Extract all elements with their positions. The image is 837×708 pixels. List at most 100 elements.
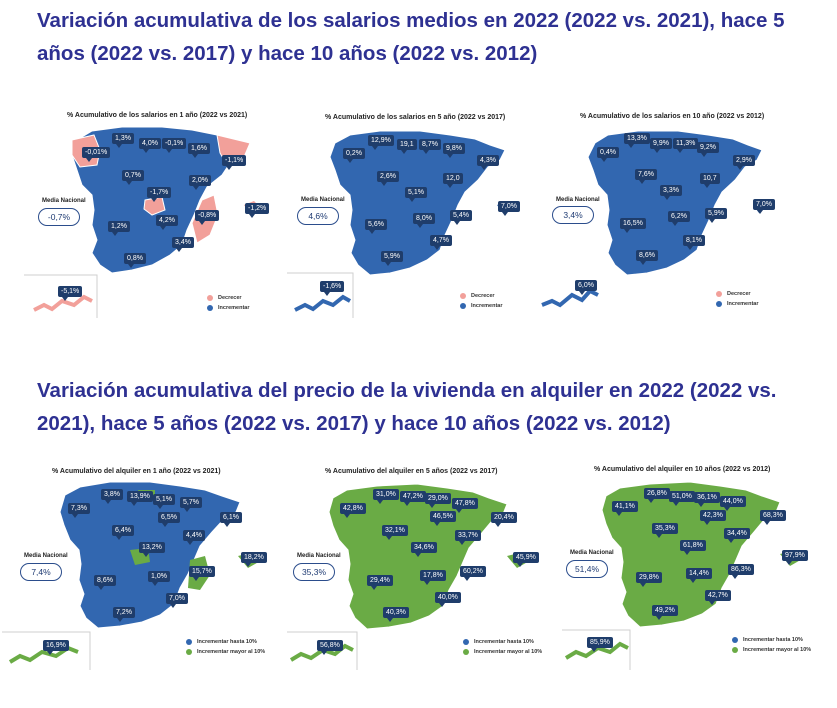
region-label: 1,3% xyxy=(112,133,134,148)
region-label: 13,9% xyxy=(127,491,153,506)
legend-dot-green xyxy=(186,649,192,655)
region-label: 7,0% xyxy=(166,593,188,608)
legend-label: Incrementar mayor al 10% xyxy=(197,649,266,655)
legend-dot-blue xyxy=(463,639,469,645)
national-average-label: Media Nacional xyxy=(42,198,86,204)
salaries-heading: Variación acumulativa de los salarios me… xyxy=(37,9,785,65)
legend-label: Incrementar xyxy=(727,301,759,307)
legend-dot-pink xyxy=(716,291,722,297)
legend-dot-blue xyxy=(460,303,466,309)
region-label: 45,9% xyxy=(513,552,539,567)
region-label: 5,7% xyxy=(180,497,202,512)
legend-label: Incrementar xyxy=(471,303,503,309)
region-label: 32,1% xyxy=(382,525,408,540)
inset-frame xyxy=(287,631,358,670)
inset-frame xyxy=(24,274,98,318)
region-label: 0,8% xyxy=(124,253,146,268)
region-label: 56,8% xyxy=(317,640,343,655)
legend-label: Decrecer xyxy=(218,295,242,301)
map-title: % Acumulativo del alquiler en 10 años (2… xyxy=(594,466,771,473)
map-legend: Incrementar hasta 10% Incrementar mayor … xyxy=(186,637,265,657)
rent-map-5y: % Acumulativo del alquiler en 5 años (20… xyxy=(285,460,560,670)
canary-islands xyxy=(564,641,629,660)
region-label: 20,4% xyxy=(491,512,517,527)
national-average-label: Media Nacional xyxy=(297,553,341,559)
region-label: 4,3% xyxy=(477,155,499,170)
region-label: 29,0% xyxy=(425,493,451,508)
region-label: 85,9% xyxy=(587,637,613,652)
region-label: 1,0% xyxy=(148,571,170,586)
region-label: 31,0% xyxy=(373,489,399,504)
region-label: 60,2% xyxy=(460,566,486,581)
region-label: 97,9% xyxy=(782,550,808,565)
region-label: 4,4% xyxy=(183,530,205,545)
region-label: -0,01% xyxy=(82,147,111,162)
region-label: 5,9% xyxy=(705,208,727,223)
region-label: 7,6% xyxy=(635,169,657,184)
region-label: 29,4% xyxy=(367,575,393,590)
region-label: 26,8% xyxy=(644,488,670,503)
region-label: 19,1 xyxy=(397,139,417,154)
region-label: 0,4% xyxy=(597,147,619,162)
region-label: 68,3% xyxy=(760,510,786,525)
region-label: 3,3% xyxy=(660,185,682,200)
legend-label: Incrementar hasta 10% xyxy=(474,639,534,645)
region-label: 15,7% xyxy=(189,566,215,581)
region-label: 7,0% xyxy=(498,201,520,216)
region-label: 2,9% xyxy=(733,155,755,170)
canary-islands xyxy=(541,288,599,308)
national-average-value: -0,7% xyxy=(38,208,80,226)
region-label: 51,0% xyxy=(669,491,695,506)
region-label: 40,0% xyxy=(435,592,461,607)
map-legend: Decrecer Incrementar xyxy=(207,293,250,313)
canary-islands xyxy=(294,294,351,312)
rent-map-1y: % Acumulativo del alquiler en 1 año (202… xyxy=(0,460,285,670)
region-label: 18,2% xyxy=(241,552,267,567)
map-legend: Decrecer Incrementar xyxy=(460,291,503,311)
region-label: 86,3% xyxy=(728,564,754,579)
canary-islands xyxy=(33,294,93,312)
region-label: -1,2% xyxy=(245,203,270,218)
region-label: 0,2% xyxy=(343,148,365,163)
region-label: 47,2% xyxy=(400,491,426,506)
region-label: 10,7 xyxy=(700,173,720,188)
region-label: -0,8% xyxy=(195,210,220,225)
national-average-value: 51,4% xyxy=(566,560,608,578)
legend-dot-green xyxy=(463,649,469,655)
region-label: 8,1% xyxy=(683,235,705,250)
region-label: 9,2% xyxy=(697,142,719,157)
legend-dot-blue xyxy=(716,301,722,307)
region-label: 12,0 xyxy=(443,173,463,188)
legend-dot-green xyxy=(732,647,738,653)
region-label: 6,2% xyxy=(668,211,690,226)
map-legend: Decrecer Incrementar xyxy=(716,289,759,309)
region-label: 6,5% xyxy=(158,512,180,527)
national-average-value: 35,3% xyxy=(293,563,335,581)
region-label: 6,1% xyxy=(220,512,242,527)
region-label: 13,3% xyxy=(624,133,650,148)
region-label: 2,0% xyxy=(189,175,211,190)
region-label: -1,6% xyxy=(320,281,345,296)
region-label: 5,6% xyxy=(365,219,387,234)
region-label: 9,9% xyxy=(650,138,672,153)
national-average-label: Media Nacional xyxy=(570,550,614,556)
legend-dot-pink xyxy=(207,295,213,301)
region-label: 8,7% xyxy=(419,139,441,154)
salary-map-5y: % Acumulativo de los salarios en 5 año (… xyxy=(285,105,543,320)
region-label: 29,8% xyxy=(636,572,662,587)
legend-dot-blue xyxy=(732,637,738,643)
region-label: 42,7% xyxy=(705,590,731,605)
region-label: 8,6% xyxy=(94,575,116,590)
region-label: 41,1% xyxy=(612,501,638,516)
map-title: % Acumulativo del alquiler en 1 año (202… xyxy=(52,468,221,475)
region-label: 33,7% xyxy=(455,530,481,545)
region-label: 34,6% xyxy=(411,542,437,557)
region-label: 35,3% xyxy=(652,523,678,538)
region-label: 12,9% xyxy=(368,135,394,150)
legend-label: Incrementar mayor al 10% xyxy=(743,647,812,653)
region-label: 4,2% xyxy=(156,215,178,230)
region-label: 42,3% xyxy=(700,510,726,525)
region-label: 2,6% xyxy=(377,171,399,186)
rent-map-10y: % Acumulativo del alquiler en 10 años (2… xyxy=(562,460,832,670)
region-label: 8,6% xyxy=(636,250,658,265)
